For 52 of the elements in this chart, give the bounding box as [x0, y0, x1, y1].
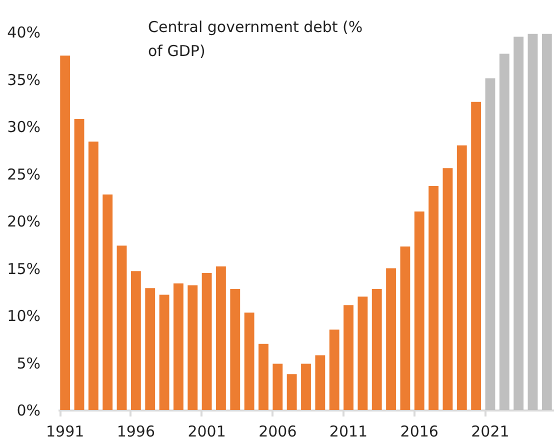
bar — [286, 374, 297, 410]
bar — [428, 186, 439, 410]
bar — [442, 168, 453, 410]
bar — [60, 56, 70, 410]
bar — [528, 34, 538, 410]
chart-title: Central government debt (% of GDP) — [148, 18, 363, 60]
x-tick-label: 1996 — [116, 422, 156, 440]
bar — [514, 36, 524, 410]
x-tick-label: 1991 — [46, 422, 84, 440]
y-tick-label: 10% — [7, 307, 40, 325]
y-tick-label: 25% — [7, 165, 40, 184]
bar — [145, 288, 156, 410]
bar — [329, 330, 340, 410]
bar — [414, 212, 424, 410]
bar — [315, 355, 326, 410]
bar — [499, 54, 510, 410]
bar — [542, 34, 552, 410]
bar — [301, 364, 311, 410]
x-tick-label: 2011 — [329, 422, 368, 440]
y-tick-label: 15% — [7, 260, 40, 278]
bar — [344, 305, 354, 410]
bar — [485, 78, 496, 410]
bar — [173, 283, 184, 410]
bar — [130, 271, 141, 410]
bar — [358, 296, 368, 410]
bar — [272, 364, 283, 410]
bar — [400, 246, 410, 410]
bar — [230, 289, 240, 410]
y-tick-label: 20% — [7, 212, 40, 230]
x-tick-label: 2016 — [400, 422, 438, 440]
bar — [102, 194, 113, 410]
bar — [88, 142, 98, 410]
bar — [74, 118, 84, 410]
x-tick-label: 2006 — [258, 422, 297, 440]
bar — [188, 285, 198, 410]
bar — [456, 145, 467, 410]
bar — [159, 294, 170, 410]
bar — [372, 289, 382, 410]
y-tick-label: 40% — [7, 24, 40, 42]
bar — [244, 312, 254, 410]
y-tick-label: 5% — [16, 354, 40, 372]
bar — [216, 266, 226, 410]
bar — [471, 102, 482, 410]
x-tick-label: 2021 — [471, 422, 510, 440]
y-tick-label: 35% — [7, 70, 40, 89]
x-tick-label: 2001 — [188, 422, 226, 440]
bar — [258, 344, 268, 410]
bar — [116, 246, 127, 410]
y-tick-label: 30% — [7, 118, 40, 136]
bar — [386, 268, 396, 410]
bar — [202, 272, 212, 410]
y-tick-label: 0% — [16, 402, 40, 420]
